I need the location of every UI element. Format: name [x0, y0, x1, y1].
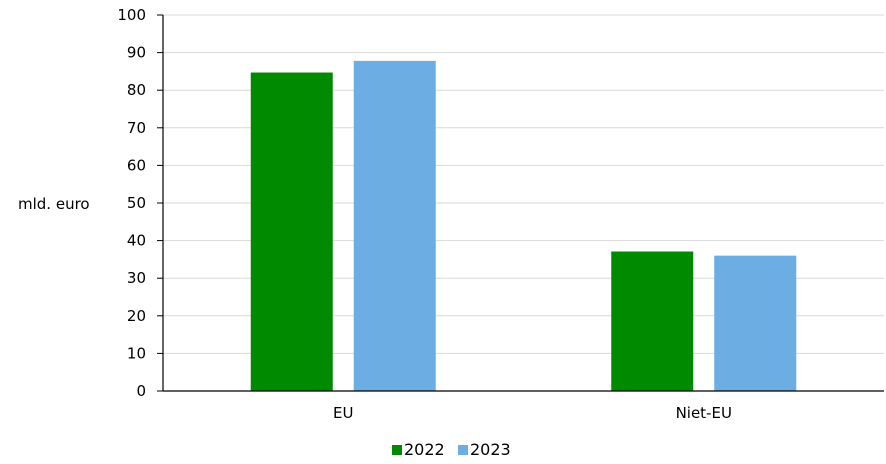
y-tick-label: 10 [127, 344, 146, 362]
y-tick-label: 40 [127, 232, 146, 250]
y-tick-label: 60 [127, 156, 146, 174]
x-category-labels: EU Niet-EU [333, 404, 732, 422]
y-tick-label: 20 [127, 307, 146, 325]
bar-niet-eu-2023 [714, 255, 797, 391]
legend-label: 2023 [470, 440, 511, 459]
bar-eu-2022 [250, 72, 333, 391]
x-category-label: Niet-EU [676, 404, 732, 422]
bars [250, 60, 797, 391]
legend-label: 2022 [404, 440, 445, 459]
x-category-label: EU [333, 404, 353, 422]
y-tick-label: 0 [136, 382, 146, 400]
bar-eu-2023 [353, 60, 436, 391]
y-axis-label: mld. euro [18, 195, 90, 213]
y-tick-label: 50 [127, 194, 146, 212]
legend-swatch-2022 [392, 445, 402, 455]
y-tick-label: 80 [127, 81, 146, 99]
y-tick-label: 30 [127, 269, 146, 287]
legend-swatch-2023 [458, 445, 468, 455]
axes [157, 14, 884, 392]
legend: 2022 2023 [392, 440, 511, 459]
bar-niet-eu-2022 [611, 251, 694, 391]
y-tick-label: 100 [117, 6, 146, 24]
y-tick-label: 90 [127, 44, 146, 62]
y-tick-labels: 0 10 20 30 40 50 60 70 80 90 100 [117, 6, 146, 400]
y-tick-label: 70 [127, 119, 146, 137]
